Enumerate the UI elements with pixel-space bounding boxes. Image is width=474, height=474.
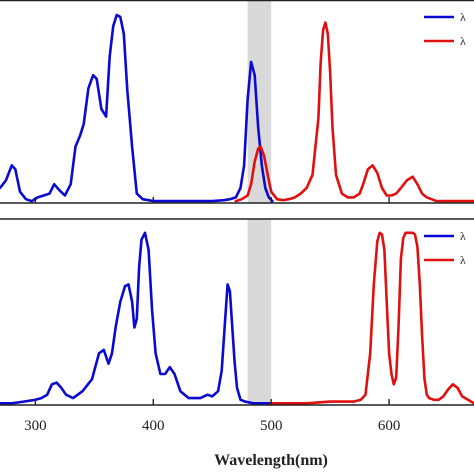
panel-top: λλ [0,0,474,204]
x-tick-label-300: 300 [24,418,47,434]
bottom-legend-label-excitation: λ [460,229,466,243]
bottom-legend-label-emission: λ [460,253,466,267]
x-tick-label-500: 500 [260,418,283,434]
shaded-band-group [247,0,272,405]
shaded-band-bottom [247,219,272,405]
x-axis: 300 400 500 600 [24,418,400,434]
x-tick-label-400: 400 [142,418,165,434]
panel-bottom: λλ [0,218,474,406]
x-axis-title: Wavelength(nm) [214,452,328,469]
bottom-legend: λλ [424,229,466,267]
x-tick-label-600: 600 [378,418,401,434]
top-excitation-spectrum-line [0,13,274,203]
top-legend-label-emission: λ [460,34,466,48]
top-emission-spectrum-line [234,21,474,203]
bottom-emission-spectrum-line [269,231,474,405]
bottom-excitation-spectrum-line [0,231,273,405]
top-legend: λλ [424,10,466,48]
top-legend-label-excitation: λ [460,10,466,24]
shaded-band-top [247,0,272,203]
